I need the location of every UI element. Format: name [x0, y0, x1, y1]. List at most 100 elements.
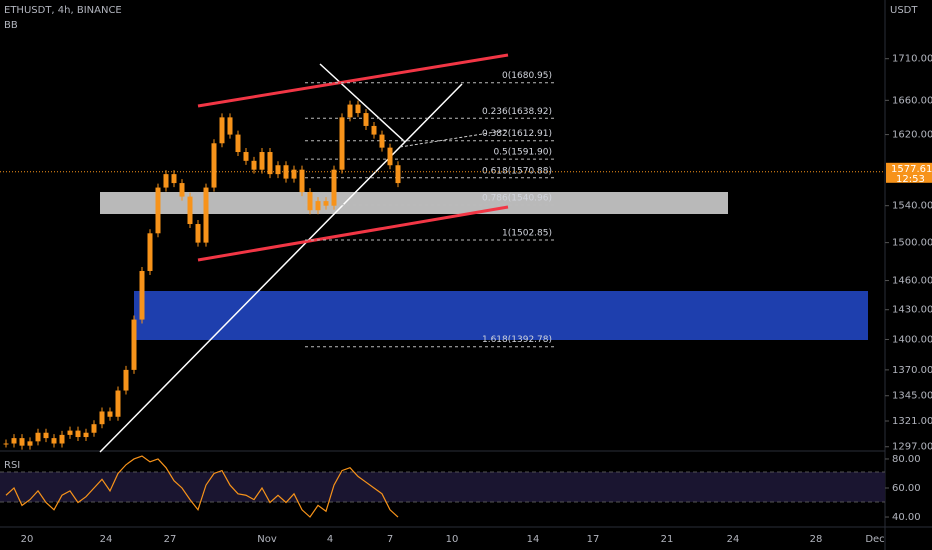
candle — [83, 432, 89, 438]
candle — [339, 117, 345, 170]
candle — [179, 183, 185, 197]
y-tick-label: 1460.00 — [892, 276, 932, 287]
x-tick-label: 27 — [164, 534, 177, 545]
trend-line — [319, 63, 406, 143]
candle — [307, 192, 313, 211]
y-tick-label: 1500.00 — [892, 238, 932, 249]
candle — [139, 270, 145, 320]
candle — [123, 369, 129, 391]
x-tick-label: 21 — [661, 534, 674, 545]
x-tick-label: 17 — [587, 534, 600, 545]
candle — [323, 201, 329, 206]
fib-label: 0.236(1638.92) — [482, 107, 552, 117]
candle — [267, 152, 273, 175]
last-price-label: 1577.61 — [891, 164, 932, 175]
y-tick-label: 1710.00 — [892, 54, 932, 65]
candle — [51, 438, 57, 444]
candle — [19, 438, 25, 446]
channel-lower — [197, 205, 509, 262]
candle — [11, 438, 17, 444]
candle — [227, 117, 233, 135]
candle — [299, 169, 305, 193]
rsi-label: RSI — [4, 460, 20, 471]
candle — [371, 125, 377, 135]
candle — [147, 233, 153, 271]
fib-label: 0.5(1591.90) — [493, 148, 552, 158]
y-tick-label: 1430.00 — [892, 305, 932, 316]
x-tick-label: 10 — [446, 534, 459, 545]
y-tick-label: 1370.00 — [892, 365, 932, 376]
trend-line — [99, 83, 463, 453]
candle — [219, 117, 225, 144]
candle — [291, 169, 297, 179]
x-tick-label: 24 — [100, 534, 113, 545]
candle — [27, 441, 33, 446]
rsi-tick-label: 40.00 — [892, 512, 921, 523]
candle — [387, 147, 393, 166]
candle — [155, 187, 161, 234]
rsi-tick-label: 60.00 — [892, 483, 921, 494]
fib-label: 0(1680.95) — [502, 71, 552, 81]
candle — [163, 174, 169, 188]
candle — [379, 134, 385, 148]
indicator-label: BB — [4, 20, 18, 31]
rsi-tick-label: 80.00 — [892, 454, 921, 465]
candle — [75, 430, 81, 438]
candle — [3, 443, 9, 445]
candle — [243, 152, 249, 161]
last-price-box — [886, 162, 932, 183]
candle — [35, 432, 41, 442]
candle — [115, 390, 121, 417]
candle — [43, 432, 49, 439]
projection-line — [399, 129, 509, 148]
x-tick-label: 7 — [387, 534, 393, 545]
fib-label: 0.786(1540.96) — [482, 193, 552, 203]
candle — [363, 113, 369, 126]
x-tick-label: 20 — [21, 534, 34, 545]
fib-label: 0.382(1612.91) — [482, 129, 552, 139]
rsi-band — [0, 472, 885, 502]
candle — [395, 165, 401, 184]
candle — [331, 169, 337, 206]
candle — [195, 224, 201, 243]
candle — [131, 319, 137, 370]
candle — [107, 411, 113, 417]
channel-upper — [197, 53, 509, 108]
candle — [171, 174, 177, 184]
support-zone — [100, 192, 728, 214]
y-tick-label: 1297.00 — [892, 442, 932, 453]
candle — [67, 430, 73, 435]
candle — [275, 165, 281, 175]
fib-label: 1.618(1392.78) — [482, 335, 552, 345]
y-tick-label: 1400.00 — [892, 334, 932, 345]
candle — [203, 187, 209, 243]
candle — [235, 134, 241, 153]
x-tick-label: 4 — [327, 534, 333, 545]
rsi-line — [5, 455, 399, 518]
x-tick-label: Dec — [865, 534, 884, 545]
candle — [355, 104, 361, 114]
candle — [347, 104, 353, 118]
candle — [187, 196, 193, 225]
fib-label: 1(1502.85) — [502, 228, 552, 238]
currency-label: USDT — [890, 5, 918, 16]
y-tick-label: 1345.00 — [892, 391, 932, 402]
symbol-title: ETHUSDT, 4h, BINANCE — [4, 5, 122, 16]
x-tick-label: 14 — [527, 534, 540, 545]
candle — [315, 201, 321, 211]
candle — [251, 160, 257, 170]
x-tick-label: 28 — [810, 534, 823, 545]
y-tick-label: 1620.00 — [892, 130, 932, 141]
candle — [259, 152, 265, 170]
y-tick-label: 1321.00 — [892, 416, 932, 427]
x-tick-label: Nov — [257, 534, 277, 545]
y-tick-label: 1660.00 — [892, 95, 932, 106]
candle — [91, 424, 97, 433]
candle — [59, 434, 65, 444]
candle — [211, 143, 217, 188]
x-tick-label: 24 — [727, 534, 740, 545]
y-tick-label: 1540.00 — [892, 201, 932, 212]
last-price-time: 12:53 — [896, 174, 925, 185]
